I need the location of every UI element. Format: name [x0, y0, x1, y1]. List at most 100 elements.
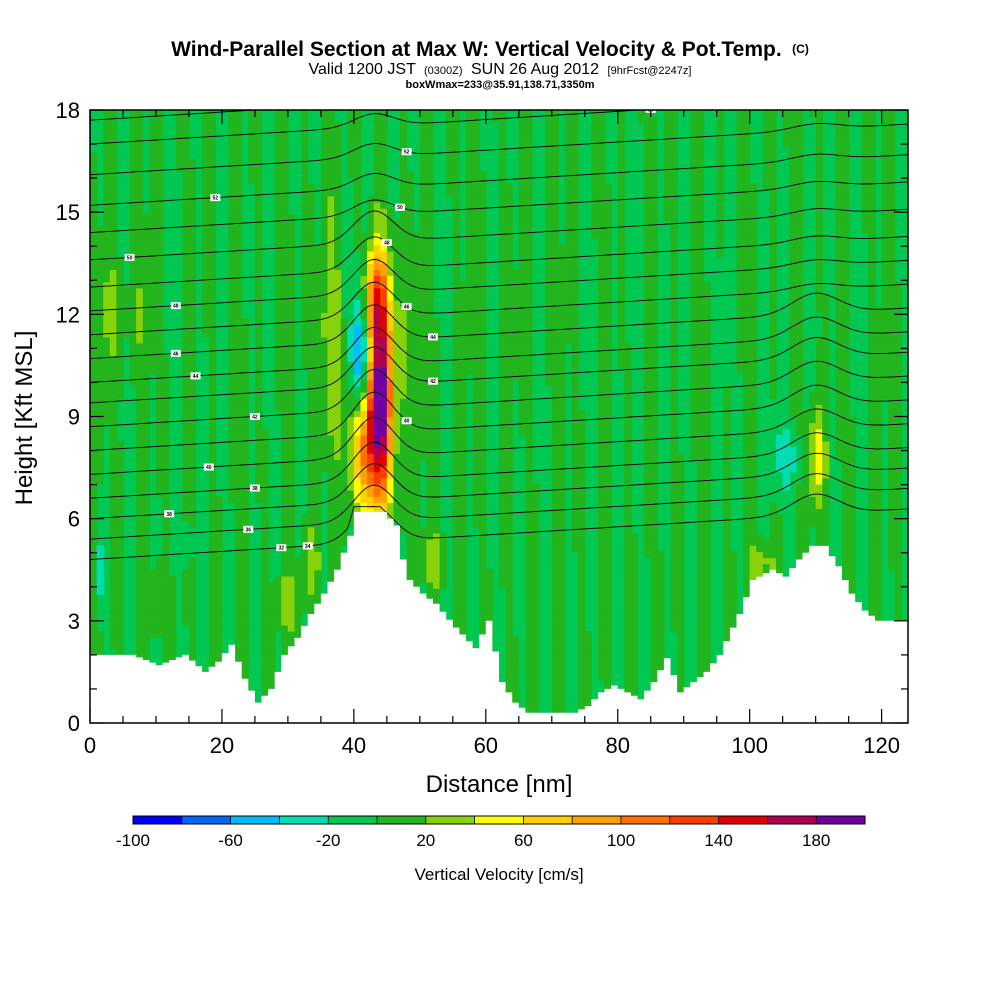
velocity-cell: [584, 643, 592, 651]
velocity-cell: [155, 110, 164, 117]
velocity-cell: [334, 367, 342, 375]
velocity-cell: [419, 244, 428, 252]
velocity-cell: [116, 563, 124, 571]
velocity-cell: [433, 551, 441, 559]
velocity-cell: [393, 250, 401, 258]
velocity-cell: [578, 600, 586, 608]
velocity-cell: [426, 532, 434, 540]
velocity-cell: [472, 165, 480, 172]
velocity-cell: [452, 551, 461, 559]
velocity-cell: [327, 324, 335, 332]
velocity-cell: [604, 232, 612, 240]
velocity-cell: [518, 195, 526, 203]
velocity-cell: [367, 342, 375, 350]
velocity-cell: [281, 281, 289, 289]
velocity-cell: [630, 569, 639, 577]
velocity-cell: [235, 600, 243, 608]
velocity-cell: [531, 680, 540, 687]
velocity-cell: [505, 673, 513, 681]
velocity-cell: [254, 330, 263, 338]
velocity-cell: [472, 220, 480, 228]
velocity-cell: [254, 490, 263, 497]
velocity-cell: [281, 257, 289, 264]
velocity-cell: [505, 680, 513, 687]
velocity-cell: [208, 318, 216, 326]
velocity-cell: [400, 514, 408, 522]
velocity-cell: [617, 220, 625, 228]
velocity-cell: [314, 502, 322, 510]
velocity-cell: [584, 649, 592, 657]
velocity-cell: [235, 195, 243, 203]
velocity-cell: [188, 612, 197, 620]
velocity-cell: [545, 300, 553, 307]
velocity-cell: [426, 355, 434, 362]
velocity-cell: [116, 379, 124, 387]
velocity-cell: [215, 624, 223, 632]
velocity-cell: [545, 159, 553, 166]
velocity-cell: [479, 355, 487, 362]
velocity-cell: [235, 594, 243, 601]
velocity-cell: [301, 588, 309, 595]
velocity-cell: [320, 385, 329, 393]
velocity-cell: [235, 637, 243, 644]
velocity-cell: [90, 532, 98, 540]
velocity-cell: [400, 214, 408, 221]
velocity-cell: [235, 428, 243, 436]
velocity-cell: [597, 134, 606, 142]
velocity-cell: [353, 428, 362, 436]
velocity-cell: [136, 165, 144, 172]
velocity-cell: [624, 361, 632, 369]
velocity-cell: [129, 361, 137, 369]
velocity-cell: [373, 465, 381, 473]
velocity-cell: [400, 116, 408, 123]
velocity-cell: [90, 312, 98, 320]
velocity-cell: [571, 428, 579, 436]
velocity-cell: [466, 263, 474, 270]
velocity-cell: [452, 238, 461, 246]
velocity-cell: [459, 349, 467, 356]
velocity-cell: [142, 490, 150, 497]
velocity-cell: [142, 655, 150, 663]
velocity-cell: [360, 391, 368, 399]
velocity-cell: [116, 349, 124, 356]
velocity-cell: [419, 379, 428, 387]
velocity-cell: [228, 336, 236, 344]
velocity-cell: [188, 214, 197, 221]
velocity-cell: [426, 520, 434, 528]
velocity-cell: [452, 514, 461, 522]
velocity-cell: [551, 698, 559, 706]
velocity-cell: [96, 477, 104, 485]
velocity-cell: [90, 177, 98, 185]
velocity-cell: [334, 134, 342, 142]
velocity-cell: [393, 404, 401, 411]
velocity-cell: [591, 152, 599, 160]
velocity-cell: [545, 189, 553, 197]
velocity-cell: [281, 502, 289, 510]
velocity-cell: [103, 293, 111, 301]
velocity-cell: [307, 300, 315, 307]
velocity-cell: [499, 336, 507, 344]
velocity-cell: [630, 582, 639, 589]
velocity-cell: [551, 336, 559, 344]
velocity-cell: [235, 459, 243, 467]
velocity-cell: [353, 183, 362, 191]
velocity-cell: [505, 385, 513, 393]
velocity-cell: [129, 195, 137, 203]
velocity-cell: [208, 226, 216, 234]
velocity-cell: [373, 250, 381, 258]
velocity-cell: [320, 373, 329, 381]
velocity-cell: [182, 232, 190, 240]
velocity-cell: [136, 171, 144, 179]
velocity-cell: [188, 459, 197, 467]
velocity-cell: [208, 140, 216, 148]
velocity-cell: [327, 183, 335, 191]
velocity-cell: [96, 545, 104, 552]
velocity-cell: [426, 214, 434, 221]
velocity-cell: [531, 606, 540, 614]
velocity-cell: [525, 655, 533, 663]
velocity-cell: [624, 490, 632, 497]
velocity-cell: [525, 686, 533, 693]
velocity-cell: [235, 532, 243, 540]
velocity-cell: [314, 312, 322, 320]
velocity-cell: [334, 355, 342, 362]
